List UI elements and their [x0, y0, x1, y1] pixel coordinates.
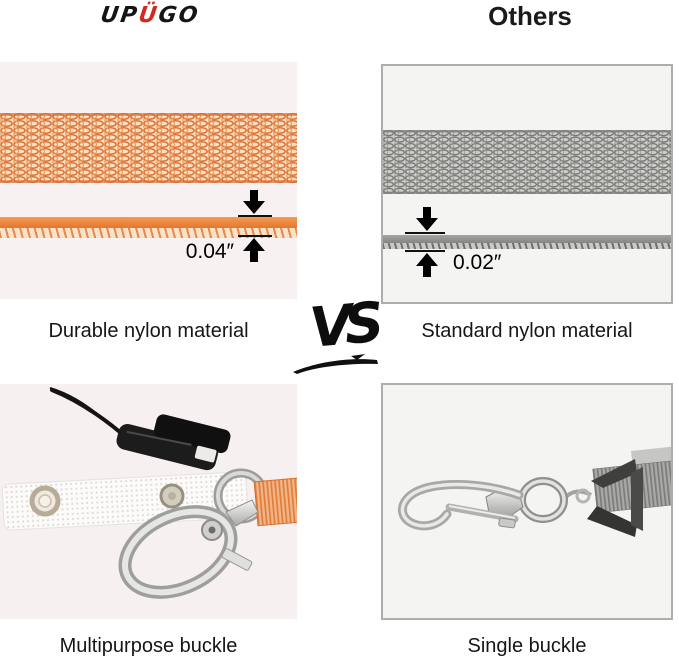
clip-rivet	[159, 483, 185, 509]
brand-logo-lead: UP	[98, 3, 141, 28]
gray-strap-edge-texture	[383, 243, 671, 249]
competitor-heading: Others	[488, 1, 572, 31]
black-badge-clip	[116, 414, 231, 471]
arrow-up-icon	[416, 253, 438, 277]
strap-crimp	[587, 459, 643, 537]
caption-durable: Durable nylon material	[48, 320, 249, 342]
vs-graphic: VS	[293, 290, 389, 375]
measure-line-bottom	[238, 235, 272, 237]
snap-hook	[398, 480, 524, 531]
orange-strap-edge-texture	[0, 228, 297, 238]
brand-logo-tail: GO	[156, 3, 202, 28]
single-buckle-illustration	[398, 446, 671, 537]
metal-ring	[518, 477, 568, 523]
gray-webbing-band	[383, 130, 671, 194]
caption-multipurpose: Multipurpose buckle	[59, 635, 238, 657]
swivel-lobster-clasp	[118, 499, 259, 599]
orange-strap	[253, 477, 297, 527]
orange-strap-edge	[0, 217, 297, 228]
measure-line-top	[405, 232, 445, 234]
arrow-down-icon	[416, 207, 438, 231]
measure-line-bottom	[405, 250, 445, 252]
standard-webbing-photo: 0.02″	[381, 64, 673, 304]
orange-webbing-band	[0, 113, 297, 183]
wire-connector	[563, 488, 593, 504]
arrow-down-icon	[243, 190, 265, 214]
caption-standard: Standard nylon material	[421, 320, 633, 342]
brand-logo: UP Ü GO	[84, 2, 216, 29]
vs-label: VS	[307, 290, 379, 360]
multipurpose-buckle-photo	[0, 384, 297, 619]
measure-line-top	[238, 215, 272, 217]
caption-single: Single buckle	[467, 635, 587, 657]
multipurpose-buckle-illustration	[1, 387, 297, 599]
metal-grommet	[29, 485, 61, 517]
thickness-label: 0.02″	[453, 251, 502, 274]
thickness-label: 0.04″	[185, 240, 234, 263]
durable-webbing-photo: 0.04″	[0, 62, 297, 299]
gray-strap-edge	[383, 235, 671, 243]
vs-brush-swoosh-icon	[293, 354, 378, 374]
single-buckle-photo	[381, 383, 673, 620]
arrow-up-icon	[243, 238, 265, 262]
